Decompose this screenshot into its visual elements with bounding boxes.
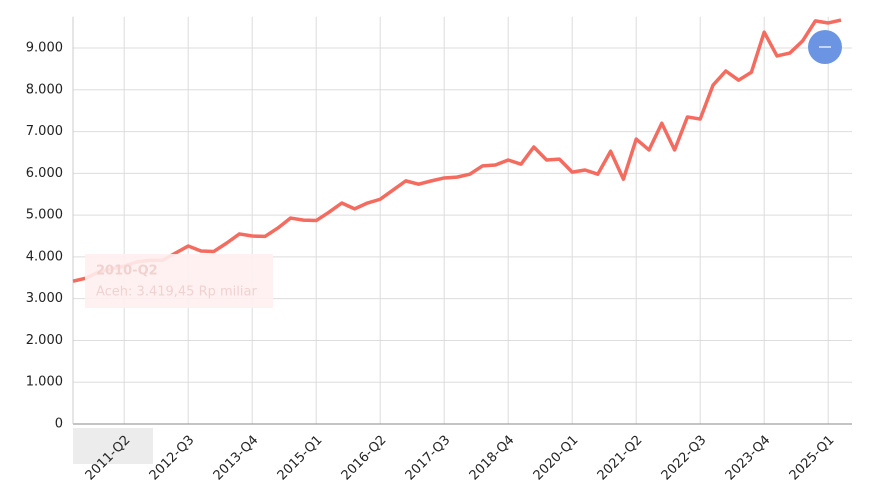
x-tick-label: 2020-Q1 [531,433,582,484]
x-tick-label: 2025-Q1 [787,433,838,484]
y-tick-label: 7.000 [26,124,63,139]
x-tick-label: 2021-Q2 [595,433,646,484]
x-tick-label: 2015-Q1 [275,433,326,484]
label-highlight [73,428,153,464]
x-tick-label: 2016-Q2 [339,433,390,484]
y-tick-label: 8.000 [26,82,63,97]
y-tick-label: 0 [55,417,63,432]
y-tick-label: 2.000 [26,333,63,348]
x-tick-label: 2017-Q3 [403,433,454,484]
y-tick-label: 4.000 [26,249,63,264]
tooltip-box [85,254,273,308]
x-tick-label: 2022-Q3 [659,433,710,484]
y-tick-label: 6.000 [26,166,63,181]
x-tick-label: 2018-Q4 [467,433,518,484]
x-tick-label: 2012-Q3 [147,433,198,484]
zoom-button[interactable] [808,30,842,64]
data-line [72,18,842,283]
tooltip-title: 2010-Q2 [96,264,158,279]
y-tick-label: 1.000 [26,375,63,390]
y-tick-label: 9.000 [26,41,63,56]
x-tick-label: 2013-Q4 [211,433,262,484]
y-tick-label: 5.000 [26,208,63,223]
x-tick-label: 2023-Q4 [723,433,774,484]
y-tick-label: 3.000 [26,291,63,306]
tooltip-label: Aceh: 3.419,45 Rp miliar [96,285,257,300]
